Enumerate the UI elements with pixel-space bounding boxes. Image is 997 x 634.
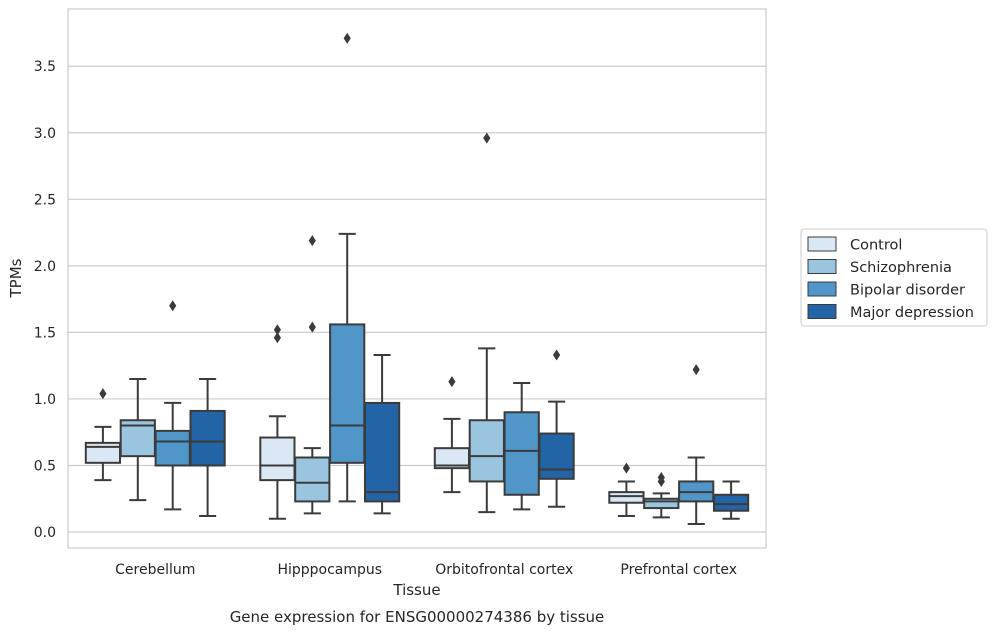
x-tick-label: Hipppocampus: [277, 562, 382, 578]
x-axis-label: Tissue: [392, 581, 440, 599]
series-major-depression: [189, 349, 750, 520]
legend-label: Control: [850, 238, 902, 254]
box: [643, 497, 680, 510]
outlier-marker: [169, 300, 177, 312]
outlier-marker: [308, 321, 316, 333]
box: [468, 419, 505, 483]
outlier-marker: [483, 132, 491, 144]
outlier-marker: [657, 471, 665, 483]
outlier-marker: [448, 376, 456, 388]
legend-frame: [800, 228, 988, 327]
legend-label: Bipolar disorder: [850, 283, 965, 299]
box-plot-series: [84, 32, 750, 526]
box: [259, 436, 296, 482]
outlier-marker: [343, 32, 351, 44]
box: [189, 409, 226, 467]
y-tick-labels: 0.0 0.5 1.0 1.5 2.0 2.5 3.0 3.5: [34, 59, 56, 541]
y-tick-label: 2.0: [34, 259, 56, 275]
legend: Control Schizophrenia Bipolar disorder Majo…: [800, 228, 988, 327]
y-axis-label: TPMs: [7, 258, 25, 298]
series-schizophrenia: [119, 132, 680, 519]
box: [329, 323, 366, 464]
box: [712, 493, 750, 512]
outlier-marker: [622, 462, 630, 474]
legend-swatch: [807, 281, 837, 297]
legend-label: Schizophrenia: [850, 260, 952, 276]
plot-frame: [67, 8, 767, 549]
box: [503, 411, 540, 496]
figure-caption: Gene expression for ENSG00000274386 by t…: [230, 608, 605, 626]
legend-label: Major depression: [850, 305, 974, 321]
series-bipolar-disorder: [154, 32, 715, 526]
outlier-marker: [553, 349, 561, 361]
x-tick-label: Orbitofrontal cortex: [435, 562, 573, 578]
y-tick-label: 2.5: [34, 192, 56, 208]
box: [608, 491, 645, 504]
outlier-marker: [692, 364, 700, 376]
outlier-marker: [273, 332, 281, 344]
y-tick-label: 1.0: [34, 392, 56, 408]
legend-swatch: [807, 236, 837, 252]
outlier-marker: [273, 324, 281, 336]
x-tick-label: Prefrontal cortex: [620, 562, 737, 578]
y-tick-label: 3.5: [34, 59, 56, 75]
outlier-marker: [99, 388, 107, 400]
legend-swatch: [807, 304, 837, 319]
legend-swatch: [807, 259, 837, 274]
y-tick-label: 0.5: [34, 458, 56, 474]
x-tick-label: Cerebellum: [115, 562, 195, 578]
y-tick-label: 0.0: [34, 525, 56, 541]
box: [294, 456, 331, 503]
box: [154, 429, 191, 467]
outlier-marker: [308, 235, 316, 247]
box: [538, 432, 575, 480]
x-tick-labels: Cerebellum Hipppocampus Orbitofrontal cort…: [115, 562, 737, 578]
box: [363, 401, 401, 503]
y-tick-label: 1.5: [34, 325, 56, 341]
series-control: [84, 324, 645, 520]
y-tick-label: 3.0: [34, 126, 56, 142]
